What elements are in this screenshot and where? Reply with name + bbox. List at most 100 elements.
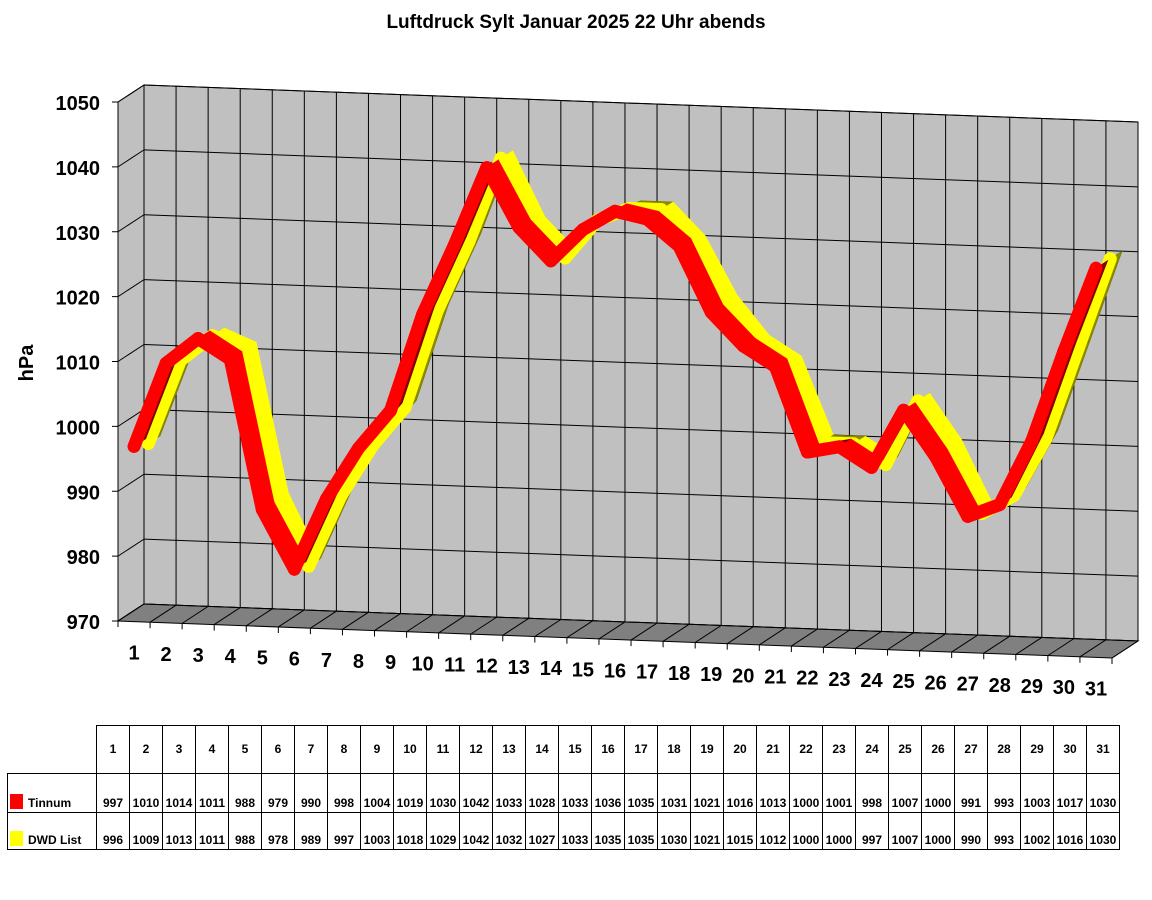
y-tick-label: 1040 [56, 158, 101, 180]
table-header-cell: 31 [1086, 725, 1120, 774]
table-header-cell: 13 [492, 725, 526, 774]
table-cell: 997 [855, 811, 889, 850]
table-header-cell: 10 [393, 725, 427, 774]
table-cell: 998 [327, 772, 361, 813]
table-cell: 1013 [162, 811, 196, 850]
floor-line [502, 617, 530, 636]
ribbon-edge [783, 357, 829, 450]
x-tick-label: 15 [572, 659, 594, 681]
y-axis-label: hPa [16, 344, 38, 382]
floor-line [278, 609, 305, 628]
table-cell: 1035 [591, 811, 625, 850]
table-cell: 1004 [360, 772, 394, 813]
floor-line [726, 626, 754, 645]
floor-line [310, 610, 337, 629]
floor-line [1079, 639, 1107, 658]
floor-line [662, 623, 690, 642]
x-tick-label: 9 [385, 652, 396, 674]
table-cell: 1000 [921, 772, 955, 813]
x-tick-label: 2 [161, 644, 172, 666]
table-header-cell: 26 [921, 725, 955, 774]
table-cell: 1000 [921, 811, 955, 850]
ribbon-edge [911, 394, 957, 454]
ribbon-edge [430, 234, 476, 319]
floor-line [983, 635, 1011, 654]
table-cell: 1007 [888, 772, 922, 813]
y-tick-label: 1050 [56, 93, 101, 115]
table-cell: 1030 [1086, 811, 1120, 850]
gridline-side [117, 214, 145, 233]
table-header-cell: 6 [261, 725, 295, 774]
table-header-cell: 20 [723, 725, 757, 774]
ribbon-edge [255, 503, 301, 576]
x-tick-label: 25 [892, 671, 914, 693]
floor-line [759, 627, 786, 646]
y-tick-label: 970 [67, 612, 100, 634]
floor-line [791, 628, 818, 647]
legend-entry: Tinnum [7, 772, 97, 813]
floor-line [342, 611, 369, 630]
ribbon-edge [897, 403, 943, 464]
ribbon-edge [1007, 431, 1053, 502]
floor-line [406, 614, 433, 633]
x-tick-label: 19 [700, 664, 722, 686]
gridline-side [117, 408, 145, 427]
table-cell: 1042 [459, 772, 493, 813]
table-header-cell: 30 [1053, 725, 1087, 774]
gridline-side [117, 84, 145, 103]
gridline-h [143, 84, 1139, 123]
table-header-cell: 15 [558, 725, 592, 774]
ribbon-edge [141, 353, 187, 451]
table-header-cell: 4 [195, 725, 229, 774]
table-cell: 1021 [690, 811, 724, 850]
floor-line [919, 633, 946, 652]
x-tick-label: 20 [732, 665, 754, 687]
floor-line [630, 622, 658, 641]
table-cell: 990 [954, 811, 988, 850]
table-cell: 1035 [624, 811, 658, 850]
table-cell: 1021 [690, 772, 724, 813]
table-header-cell: 17 [624, 725, 658, 774]
x-tick-label: 18 [668, 663, 690, 685]
x-tick-label: 10 [411, 653, 433, 675]
x-tick-label: 8 [353, 651, 364, 673]
table-cell: 989 [294, 811, 328, 850]
table-cell: 1003 [1020, 772, 1054, 813]
table-cell: 1003 [360, 811, 394, 850]
table-cell: 997 [327, 811, 361, 850]
table-cell: 1031 [657, 772, 691, 813]
x-tick-label: 22 [796, 668, 818, 690]
gridline-h [143, 603, 1139, 642]
table-header-cell: 28 [987, 725, 1021, 774]
y-tick-label: 990 [67, 482, 100, 504]
ribbon-edge [768, 360, 814, 459]
x-tick-label: 6 [289, 649, 300, 671]
floor-line [213, 607, 241, 625]
table-corner [7, 725, 97, 774]
chart-title: Luftdruck Sylt Januar 2025 22 Uhr abends [386, 12, 766, 33]
table-cell: 1012 [756, 811, 790, 850]
table-cell: 1033 [558, 811, 592, 850]
table-row: DWD List 996 1009 1013 1011 988 978 989 997 1003 1… [7, 811, 1120, 850]
ribbon-edge [223, 352, 269, 517]
gridline-side [117, 149, 145, 168]
floor-line [598, 621, 626, 640]
x-tick-label: 27 [957, 674, 979, 696]
table-header-cell: 14 [525, 725, 559, 774]
ribbon-edge [366, 401, 412, 452]
table-cell: 996 [96, 811, 130, 850]
ribbon-edge [929, 450, 975, 523]
table-header-cell: 8 [327, 725, 361, 774]
table-cell: 1035 [624, 772, 658, 813]
table-cell: 1027 [525, 811, 559, 850]
table-header-cell: 27 [954, 725, 988, 774]
gridline-side [117, 279, 145, 298]
y-tick-label: 980 [67, 547, 100, 569]
legend-label: Tinnum [28, 795, 72, 810]
table-cell: 1032 [492, 811, 526, 850]
y-tick-label: 1000 [56, 417, 101, 439]
table-header-cell: 9 [360, 725, 394, 774]
x-tick-label: 12 [476, 656, 498, 678]
y-tick-label: 1030 [56, 223, 101, 245]
table-cell: 988 [228, 811, 262, 850]
